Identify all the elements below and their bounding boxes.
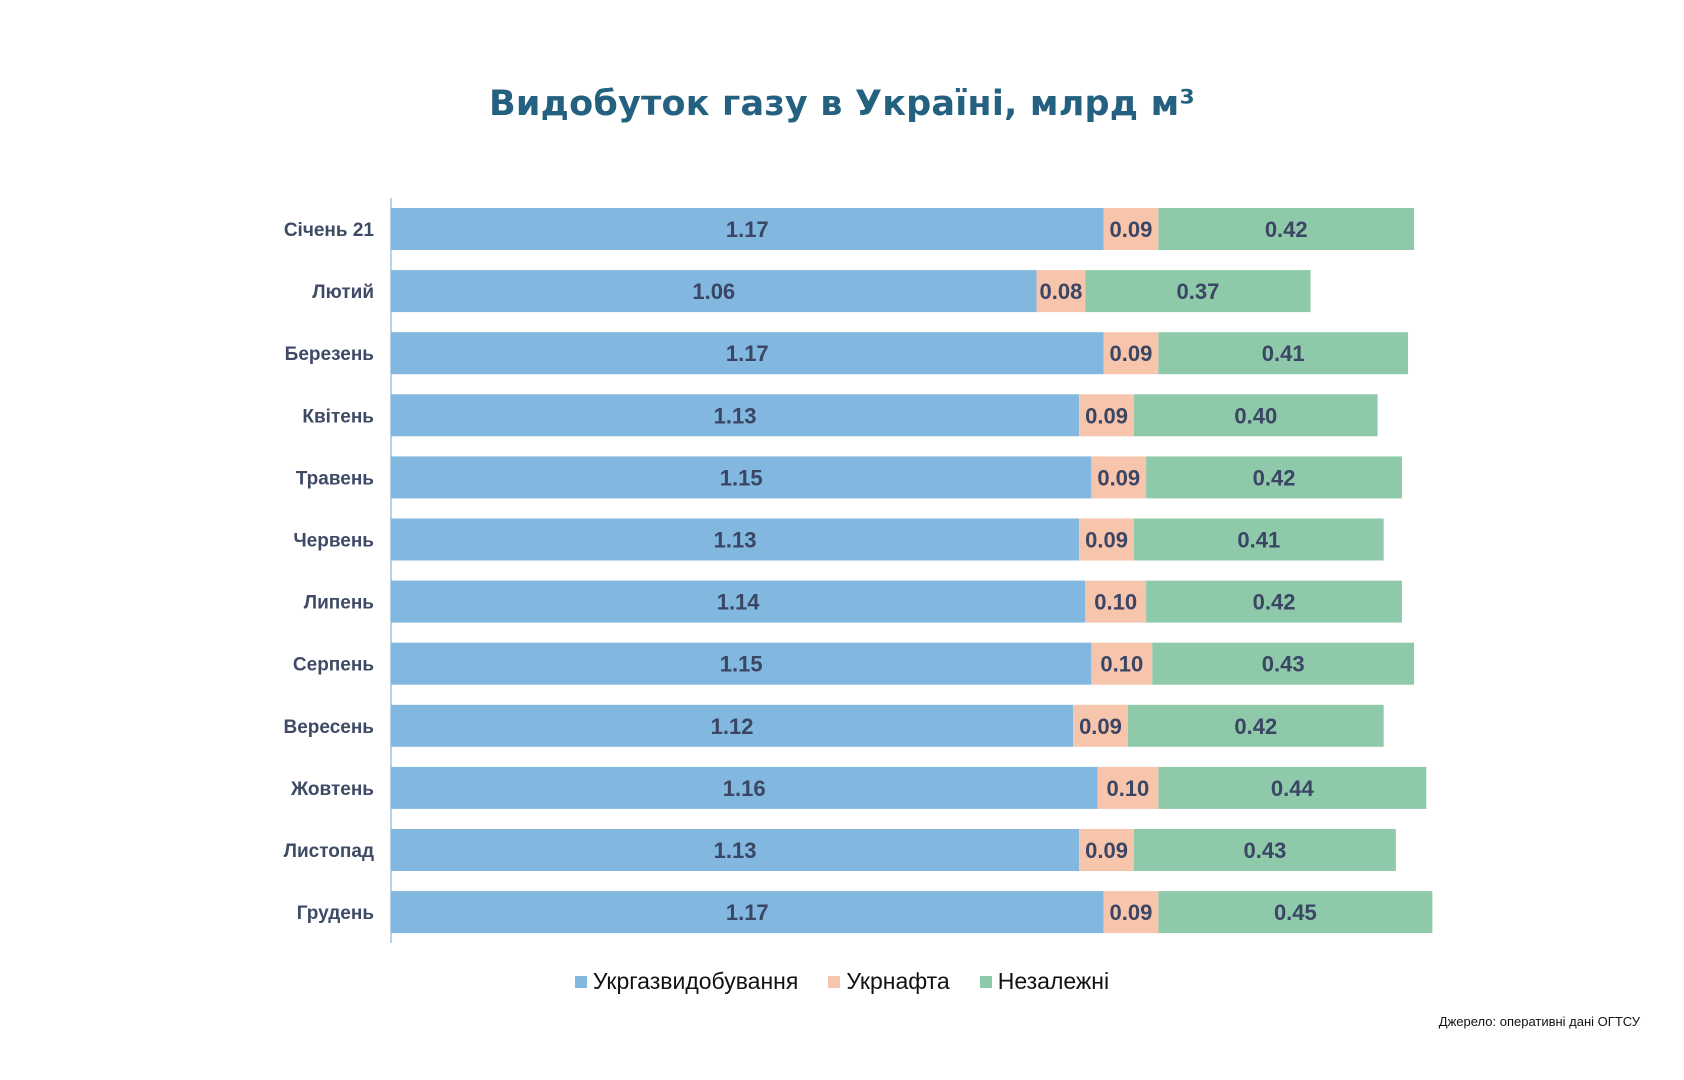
data-label: 0.42 (1253, 465, 1296, 490)
data-label: 0.44 (1271, 776, 1315, 801)
data-label: 1.15 (720, 652, 763, 677)
legend-swatch (828, 975, 841, 988)
bar-segment-series-0 (391, 580, 1086, 623)
bar-segment-series-2 (1146, 456, 1402, 499)
category-label: Лютий (312, 282, 374, 303)
data-label: 1.17 (726, 217, 769, 242)
data-label: 1.14 (717, 590, 761, 615)
data-label: 0.10 (1094, 590, 1137, 615)
category-label: Грудень (297, 903, 374, 924)
category-label: Березень (285, 344, 374, 365)
category-label: Липень (304, 593, 374, 614)
data-label: 1.16 (723, 776, 766, 801)
data-label: 0.42 (1265, 217, 1308, 242)
bar-segment-series-0 (391, 829, 1080, 871)
data-label: 0.09 (1110, 341, 1153, 366)
legend-label: Укргазвидобування (592, 968, 799, 994)
data-label: 1.13 (714, 403, 757, 428)
bar-segment-series-1 (1103, 208, 1159, 250)
data-label: 0.41 (1237, 528, 1280, 553)
data-label: 0.09 (1085, 838, 1128, 863)
bar-segment-series-0 (391, 456, 1092, 499)
legend-swatch (574, 975, 587, 988)
data-label: 0.08 (1039, 279, 1082, 304)
data-label: 1.13 (714, 838, 757, 863)
bar-segment-series-1 (1073, 704, 1128, 747)
bar-segment-series-1 (1036, 270, 1086, 313)
data-label: 0.10 (1100, 652, 1143, 677)
bar-segment-series-1 (1097, 766, 1159, 809)
data-label: 0.09 (1079, 714, 1122, 739)
bar-segment-series-1 (1079, 829, 1134, 871)
category-label: Листопад (284, 841, 374, 862)
data-label: 0.40 (1234, 403, 1277, 428)
data-label: 1.12 (711, 714, 754, 739)
data-label: 0.10 (1106, 776, 1149, 801)
data-label: 1.13 (714, 528, 757, 553)
legend-label: Укрнафта (846, 968, 950, 994)
bar-segment-series-2 (1152, 642, 1415, 685)
data-label: 0.09 (1110, 900, 1153, 925)
data-label: 1.06 (692, 279, 735, 304)
data-label: 0.45 (1274, 900, 1317, 925)
category-label: Жовтень (290, 779, 374, 800)
bar-segment-series-2 (1127, 704, 1384, 747)
bar-segment-series-2 (1158, 332, 1409, 375)
bar-segment-series-2 (1146, 580, 1402, 623)
bar-segment-series-0 (391, 208, 1104, 250)
bar-segment-series-0 (391, 642, 1092, 685)
category-label: Січень 21 (284, 220, 375, 241)
data-label: 0.41 (1262, 341, 1305, 366)
bar-segment-series-1 (1091, 456, 1147, 499)
data-label: 0.42 (1234, 714, 1277, 739)
bar-segment-series-2 (1085, 270, 1311, 313)
data-label: 0.43 (1262, 652, 1305, 677)
data-label: 1.17 (726, 341, 769, 366)
data-label: 0.09 (1097, 465, 1140, 490)
bar-segment-series-1 (1079, 394, 1134, 437)
bar-segment-series-0 (391, 704, 1074, 747)
bar-segment-series-0 (391, 270, 1037, 313)
source-note: Джерело: оперативні дані ОГТСУ (1438, 1014, 1640, 1029)
data-label: 0.09 (1085, 528, 1128, 553)
bar-segment-series-2 (1133, 829, 1396, 871)
bar-segment-series-0 (391, 891, 1104, 934)
data-label: 0.09 (1110, 217, 1153, 242)
legend-item: Незалежні (979, 968, 1110, 995)
data-label: 1.15 (720, 465, 763, 490)
bar-segment-series-2 (1158, 766, 1427, 809)
bar-segment-series-0 (391, 394, 1080, 437)
legend-item: Укргазвидобування (574, 968, 799, 995)
bar-segment-series-2 (1133, 518, 1384, 561)
data-label: 1.17 (726, 900, 769, 925)
bar-segment-series-2 (1133, 394, 1378, 437)
bar-segment-series-1 (1103, 332, 1159, 375)
bar-segment-series-0 (391, 518, 1080, 561)
data-label: 0.37 (1177, 279, 1220, 304)
bar-segment-series-1 (1103, 891, 1159, 934)
legend: Укргазвидобування Укрнафта Незалежні (0, 968, 1684, 995)
data-label: 0.09 (1085, 403, 1128, 428)
legend-item: Укрнафта (828, 968, 950, 995)
bar-segment-series-1 (1079, 518, 1134, 561)
bar-segment-series-1 (1091, 642, 1153, 685)
category-label: Квітень (302, 406, 374, 427)
data-label: 0.42 (1253, 590, 1296, 615)
category-label: Серпень (293, 655, 374, 676)
bars-group: Січень 21 1.17 0.09 0.42 Лютий 1.06 0.08 0.37 Бе… (283, 208, 1433, 934)
bar-segment-series-2 (1158, 208, 1415, 250)
category-label: Травень (296, 468, 374, 489)
bar-segment-series-1 (1085, 580, 1147, 623)
category-label: Вересень (283, 717, 374, 738)
data-label: 0.43 (1244, 838, 1287, 863)
legend-label: Незалежні (997, 968, 1110, 994)
bar-segment-series-0 (391, 332, 1104, 375)
category-label: Червень (293, 531, 374, 552)
legend-swatch (979, 975, 992, 988)
chart-title: Видобуток газу в Україні, млрд м³ (489, 84, 1195, 124)
bar-segment-series-2 (1158, 891, 1433, 934)
bar-segment-series-0 (391, 766, 1098, 809)
